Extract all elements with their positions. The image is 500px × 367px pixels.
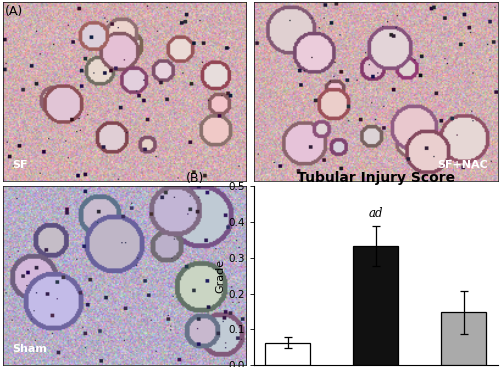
Title: Tubular Injury Score: Tubular Injury Score <box>296 171 454 185</box>
Text: SF+NAC: SF+NAC <box>437 160 488 170</box>
Text: SF: SF <box>12 160 28 170</box>
Text: (A): (A) <box>5 6 23 18</box>
Bar <box>440 312 486 365</box>
Text: ad: ad <box>368 207 383 220</box>
Text: Sham: Sham <box>12 344 47 355</box>
Text: (B): (B) <box>186 172 204 185</box>
Bar <box>264 343 310 365</box>
Bar <box>352 246 399 365</box>
Y-axis label: Grade: Grade <box>216 259 226 293</box>
